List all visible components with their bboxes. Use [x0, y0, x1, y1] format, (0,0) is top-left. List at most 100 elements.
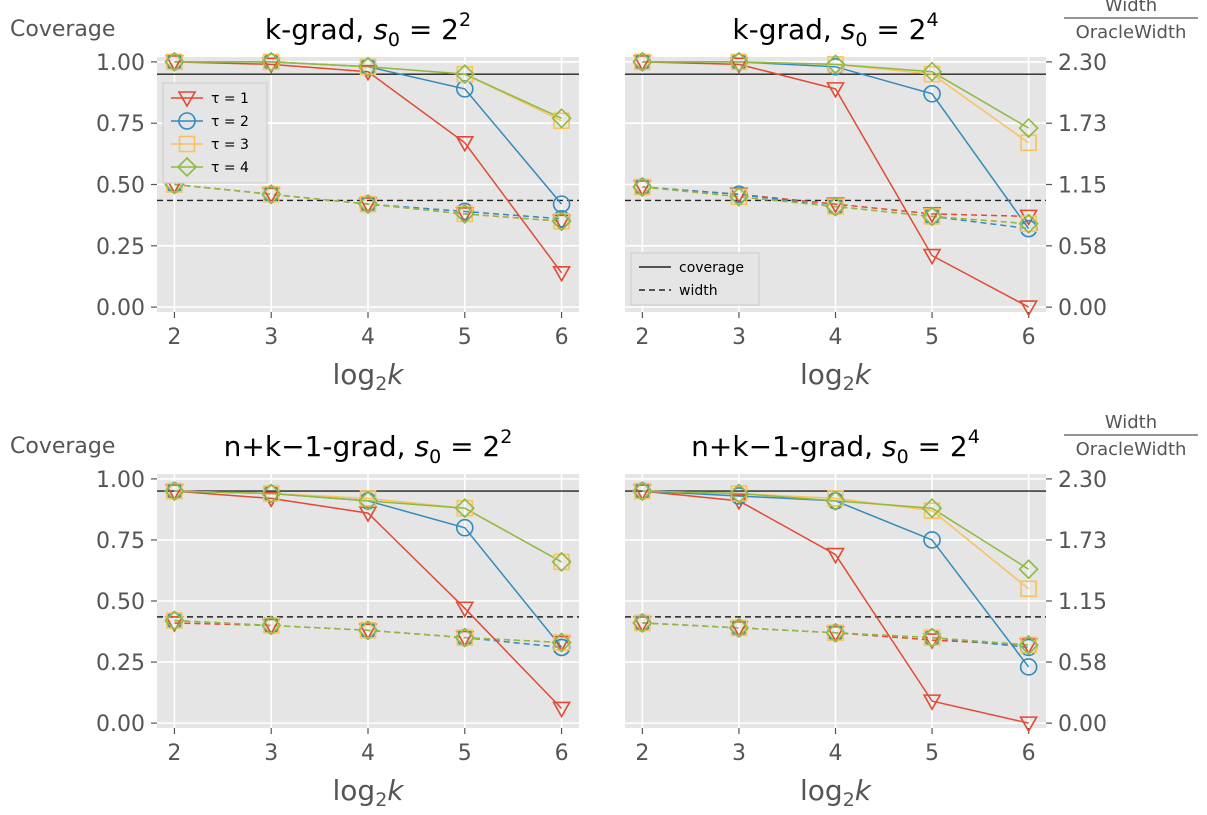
y-tick-label: 0.00: [96, 296, 145, 321]
coverage-series-line: [174, 490, 562, 563]
width-point: [262, 617, 280, 634]
coverage-point: [825, 490, 846, 511]
y-right-tick-label: 1.15: [1058, 590, 1107, 615]
legend-entry: τ = 4: [211, 160, 249, 176]
width-point: [634, 614, 651, 632]
x-tick-label: 2: [167, 741, 181, 766]
width-point: [827, 198, 844, 215]
legend-swatch-marker: [178, 135, 196, 153]
coverage-point: [923, 531, 941, 549]
coverage-point: [922, 248, 942, 266]
width-point: [633, 180, 652, 197]
width-point: [826, 625, 845, 643]
coverage-point: [261, 57, 281, 74]
width-series-line: [642, 622, 1029, 646]
chart-panel: 0.00 0.25 0.50 0.75 1.00 2 3 4 5 6 log2k n+k−1-grad…: [10, 426, 579, 811]
coverage-point: [456, 65, 474, 83]
legend-swatch-marker: [176, 156, 198, 178]
chart-panel: 0.00 0.58 1.15 1.73 2.30 2 3 4 5 6 log2k n+k−1-grad…: [625, 412, 1198, 811]
width-point: [551, 211, 572, 232]
coverage-point: [1019, 658, 1038, 676]
coverage-point: [729, 494, 749, 511]
x-tick-label: 5: [458, 741, 472, 766]
coverage-point: [261, 51, 282, 73]
width-point: [552, 635, 571, 653]
width-point: [261, 615, 282, 636]
x-tick-label: 6: [555, 325, 569, 350]
width-point: [1020, 215, 1037, 233]
chart-panel: 0.00 0.58 1.15 1.73 2.30 2 3 4 5 6 log2k k-grad, s0…: [625, 0, 1198, 395]
coverage-point: [827, 56, 844, 73]
width-point: [922, 633, 942, 650]
x-axis-label: log2k: [800, 774, 873, 811]
width-point: [454, 203, 475, 225]
coverage-point: [728, 483, 750, 504]
width-point: [729, 621, 749, 638]
x-tick-label: 4: [829, 325, 843, 350]
width-point: [632, 612, 653, 634]
width-point: [825, 196, 846, 217]
coverage-point: [551, 108, 572, 129]
coverage-point: [826, 547, 845, 565]
coverage-point: [357, 56, 379, 77]
y-right-tick-label: 0.58: [1058, 235, 1107, 260]
width-point: [551, 632, 572, 653]
width-point: [1018, 213, 1039, 234]
chart-panel: 0.00 0.25 0.50 0.75 1.00 2 3 4 5 6 log2k k-grad, s0…: [10, 9, 579, 395]
width-point: [553, 212, 570, 230]
coverage-point: [921, 498, 943, 519]
coverage-point: [165, 55, 184, 72]
coverage-point: [552, 265, 571, 283]
width-point: [358, 197, 378, 214]
coverage-series-line: [642, 490, 1029, 724]
x-tick-label: 3: [264, 741, 278, 766]
x-tick-label: 2: [167, 325, 181, 350]
coverage-point: [455, 518, 474, 537]
width-series-line: [642, 186, 1029, 225]
coverage-point: [454, 64, 475, 85]
coverage-point: [921, 61, 943, 82]
x-axis-label: log2k: [333, 774, 406, 811]
x-axis-label: log2k: [800, 358, 873, 395]
coverage-axis-label: Coverage: [10, 17, 115, 42]
x-tick-label: 2: [635, 325, 649, 350]
x-tick-label: 3: [732, 325, 746, 350]
y-tick-label: 0.25: [96, 235, 145, 260]
width-point: [456, 629, 474, 646]
width-point: [825, 622, 846, 643]
coverage-series-line: [174, 61, 563, 274]
panel-title: k-grad, s0 = 22: [265, 9, 471, 51]
width-point: [634, 178, 651, 196]
coverage-point: [455, 601, 475, 618]
coverage-point: [730, 485, 748, 502]
width-point: [923, 629, 941, 646]
coverage-point: [359, 58, 377, 76]
coverage-point: [551, 551, 572, 573]
panel-title: k-grad, s0 = 24: [732, 9, 938, 51]
width-ratio-numerator: Width: [1105, 0, 1157, 16]
y-tick-label: 0.75: [96, 529, 145, 554]
x-tick-label: 5: [925, 325, 939, 350]
width-point: [1019, 209, 1038, 226]
coverage-point: [358, 506, 378, 523]
y-tick-label: 1.00: [96, 51, 145, 76]
coverage-point: [1020, 580, 1037, 598]
coverage-point: [825, 54, 846, 75]
coverage-point: [728, 51, 750, 73]
coverage-point: [633, 484, 652, 501]
coverage-point: [634, 482, 651, 500]
coverage-point: [456, 499, 474, 517]
width-point: [633, 616, 652, 633]
width-point: [357, 620, 379, 641]
coverage-point: [261, 483, 282, 504]
coverage-point: [553, 553, 570, 571]
coverage-point: [922, 694, 942, 711]
y-right-tick-label: 1.15: [1058, 174, 1107, 199]
width-point: [261, 618, 281, 636]
coverage-point: [923, 84, 941, 103]
width-point: [261, 184, 282, 205]
coverage-point: [262, 485, 280, 502]
width-point: [921, 627, 943, 648]
coverage-point: [632, 51, 653, 73]
